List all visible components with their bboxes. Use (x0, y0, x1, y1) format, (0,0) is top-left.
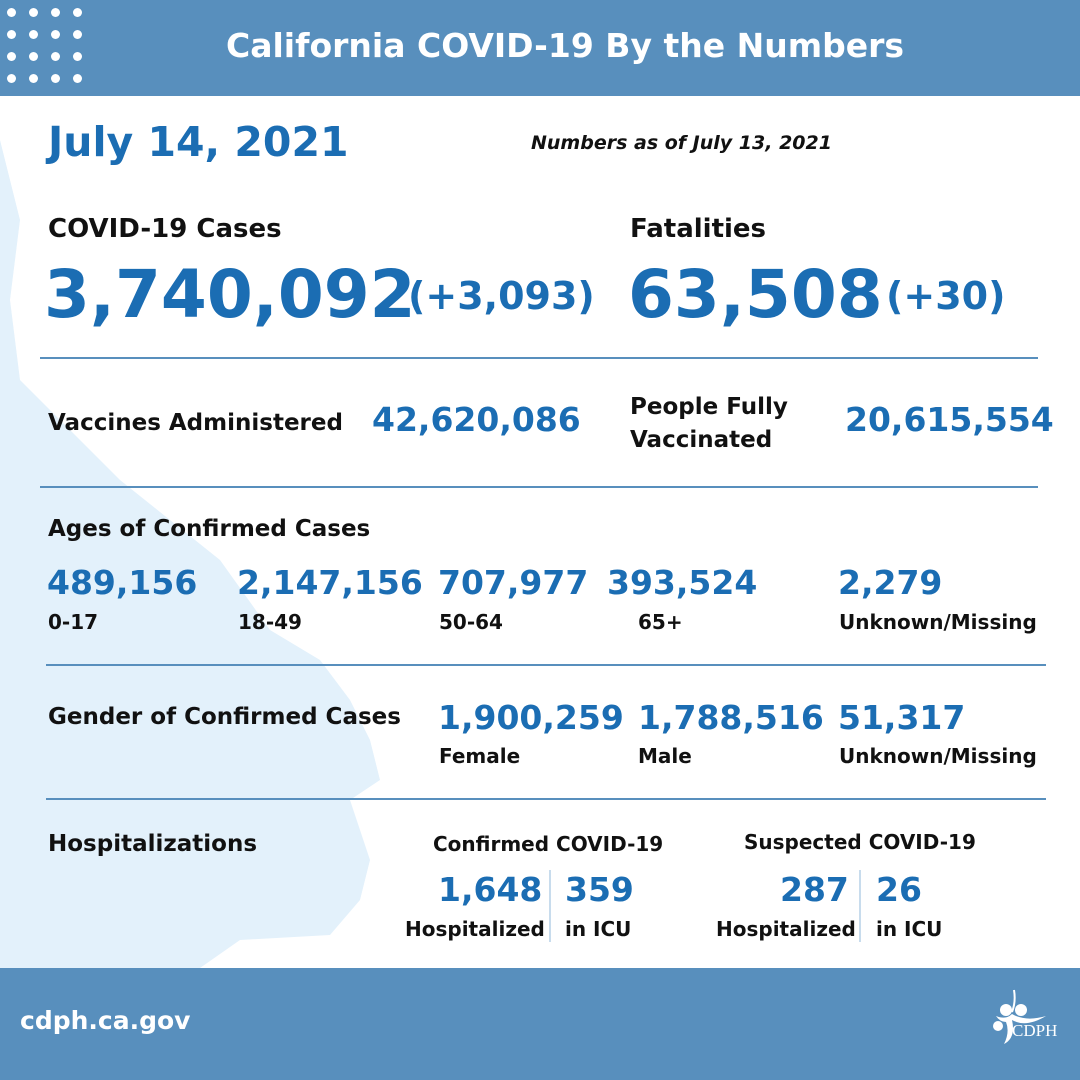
gender-group-label: Female (439, 744, 521, 768)
as-of-note: Numbers as of July 13, 2021 (531, 132, 832, 154)
dot (73, 30, 82, 39)
cases-total: 3,740,092 (44, 256, 416, 333)
confirmed-icu: 359 (565, 870, 634, 909)
divider (46, 664, 1046, 666)
suspected-icu-label: in ICU (876, 917, 943, 941)
ages-group-label: 18-49 (238, 610, 302, 634)
ages-value: 393,524 (607, 563, 758, 602)
dot (51, 52, 60, 61)
gender-group-label: Male (638, 744, 692, 768)
dot (7, 74, 16, 83)
ages-value: 489,156 (47, 563, 198, 602)
ages-value: 707,977 (438, 563, 589, 602)
fully-vaccinated-label-1: People Fully (630, 394, 788, 420)
svg-text:CDPH: CDPH (1012, 1021, 1057, 1040)
fatalities-change: (+30) (886, 274, 1006, 318)
dot (29, 8, 38, 17)
ages-group-label: 50-64 (439, 610, 503, 634)
confirmed-hospitalized-label: Hospitalized (405, 917, 545, 941)
fatalities-total: 63,508 (628, 256, 883, 333)
dot (51, 8, 60, 17)
gender-value: 1,900,259 (438, 698, 624, 737)
footer: cdph.ca.gov (0, 968, 1080, 1080)
cases-label: COVID-19 Cases (48, 214, 282, 244)
report-date: July 14, 2021 (48, 118, 349, 166)
divider (40, 357, 1038, 359)
confirmed-title: Confirmed COVID-19 (433, 832, 664, 856)
vaccines-value: 42,620,086 (372, 400, 581, 439)
gender-value: 51,317 (838, 698, 966, 737)
dot (7, 52, 16, 61)
gender-value: 1,788,516 (638, 698, 824, 737)
gender-group-label: Unknown/Missing (839, 744, 1037, 768)
dot (73, 74, 82, 83)
fatalities-label: Fatalities (630, 214, 767, 244)
ages-group-label: Unknown/Missing (839, 610, 1037, 634)
dot (73, 52, 82, 61)
dot (51, 74, 60, 83)
website-link[interactable]: cdph.ca.gov (20, 1006, 191, 1035)
page-title: California COVID-19 By the Numbers (226, 26, 904, 65)
divider (859, 870, 861, 942)
cdph-logo: CDPH (993, 989, 1057, 1044)
dot (29, 52, 38, 61)
ages-group-label: 65+ (638, 610, 683, 634)
dot (29, 30, 38, 39)
divider (40, 486, 1038, 488)
hospitalizations-label: Hospitalizations (48, 831, 258, 857)
fully-vaccinated-label-2: Vaccinated (630, 427, 773, 453)
ages-value: 2,279 (838, 563, 943, 602)
divider (46, 798, 1046, 800)
dot (7, 8, 16, 17)
ages-group-label: 0-17 (48, 610, 99, 634)
ages-label: Ages of Confirmed Cases (48, 516, 371, 542)
suspected-hospitalized: 287 (780, 870, 849, 909)
vaccines-label: Vaccines Administered (48, 410, 343, 436)
dot (7, 30, 16, 39)
dot (51, 30, 60, 39)
gender-label: Gender of Confirmed Cases (48, 704, 401, 730)
ages-value: 2,147,156 (237, 563, 423, 602)
fully-vaccinated-value: 20,615,554 (845, 400, 1054, 439)
suspected-title: Suspected COVID-19 (744, 830, 976, 854)
suspected-icu: 26 (876, 870, 922, 909)
divider (549, 870, 551, 942)
dot (73, 8, 82, 17)
header-banner: California COVID-19 By the Numbers (0, 0, 1080, 96)
confirmed-icu-label: in ICU (565, 917, 632, 941)
confirmed-hospitalized: 1,648 (438, 870, 543, 909)
dot (29, 74, 38, 83)
suspected-hospitalized-label: Hospitalized (716, 917, 856, 941)
cases-change: (+3,093) (408, 274, 595, 318)
